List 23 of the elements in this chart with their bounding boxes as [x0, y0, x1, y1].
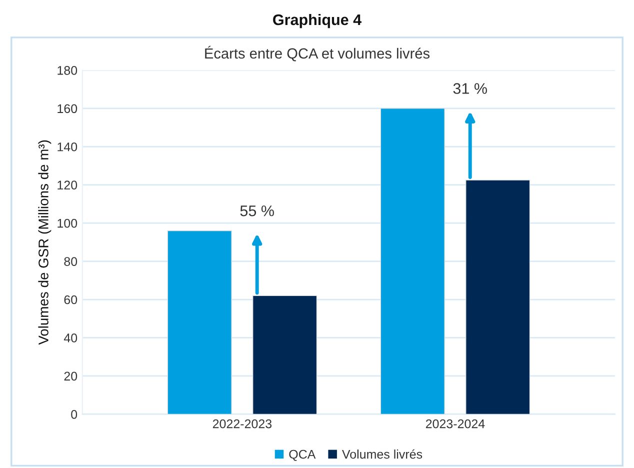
annotation: 31 %: [453, 83, 487, 94]
chart-title: Graphique 4: [273, 14, 362, 28]
bar: [252, 295, 318, 414]
y-tick-label: 140: [58, 142, 78, 152]
y-tick-label: 40: [64, 334, 78, 342]
y-tick-label: 160: [58, 104, 78, 114]
y-tick-label: 180: [58, 66, 78, 75]
bar: [466, 180, 530, 414]
y-tick-label: 60: [64, 295, 78, 304]
x-tick-label: 2022-2023: [212, 419, 272, 428]
y-tick-label: 80: [64, 257, 78, 266]
chart-subtitle: Écarts entre QCA et volumes livrés: [205, 46, 430, 62]
x-tick-label: 2023-2024: [426, 419, 485, 428]
y-tick-label: 0: [71, 410, 78, 419]
bar: [167, 230, 232, 414]
y-tick-label: 20: [64, 372, 78, 381]
y-tick-label: 120: [58, 180, 78, 190]
bar: [380, 108, 445, 414]
legend-label: QCA: [289, 450, 316, 461]
annotation: 55 %: [240, 205, 274, 216]
legend-label: Volumes livrés: [342, 449, 422, 459]
y-axis-title: Volumes de GSR (Millions de m³): [38, 140, 52, 345]
y-tick-label: 100: [58, 218, 78, 228]
